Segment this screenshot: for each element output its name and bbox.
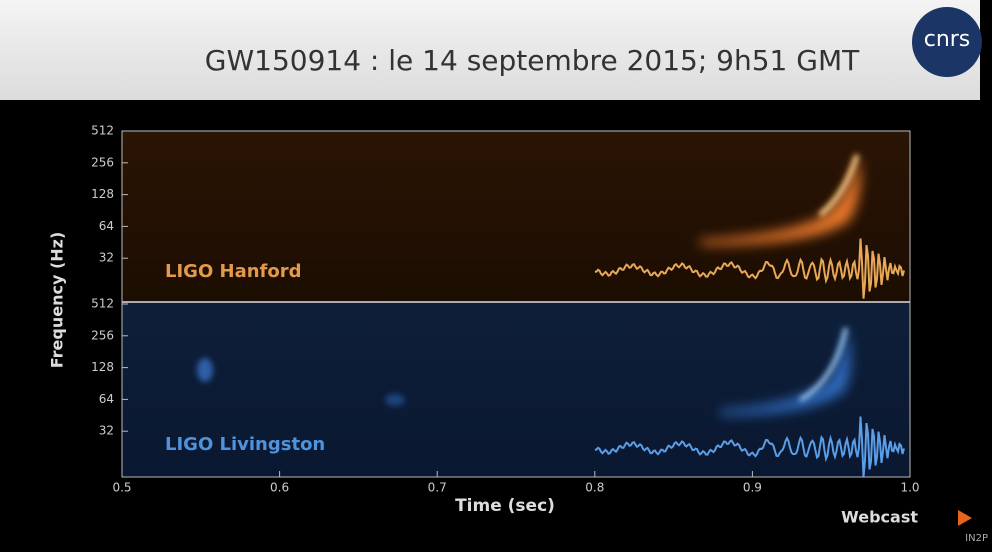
- watermark-icon: [958, 510, 972, 526]
- logo-text: cnrs: [924, 27, 971, 52]
- hanford-spectrogram: [122, 131, 910, 302]
- y-tick-label: 64: [99, 219, 114, 233]
- y-tick-label: 256: [91, 155, 114, 169]
- y-tick-label: 512: [91, 124, 114, 138]
- x-tick-label: 0.5: [112, 481, 131, 495]
- noise-blob: [197, 358, 213, 382]
- livingston-chirp: [720, 325, 851, 415]
- panel-label: LIGO Hanford: [165, 261, 302, 282]
- slide-title: GW150914 : le 14 septembre 2015; 9h51 GM…: [205, 44, 860, 77]
- y-tick-label: 128: [91, 360, 114, 374]
- y-tick-label: 32: [99, 424, 114, 438]
- watermark-sub: IN2P: [965, 533, 988, 544]
- hanford-waveform: [594, 238, 905, 299]
- y-tick-label: 256: [91, 328, 114, 342]
- x-axis-label: Time (sec): [455, 496, 555, 516]
- x-tick-label: 0.6: [270, 481, 289, 495]
- y-tick-label: 64: [99, 392, 114, 406]
- livingston-spectrogram: [122, 302, 910, 477]
- y-tick-label: 128: [91, 187, 114, 201]
- livingston-waveform: [594, 416, 905, 477]
- x-tick-label: 0.7: [428, 481, 447, 495]
- y-axis-label: Frequency (Hz): [48, 232, 67, 369]
- panel-label: LIGO Livingston: [165, 434, 325, 455]
- logo: [912, 7, 982, 77]
- hanford-chirp: [700, 155, 861, 245]
- y-tick-label: 512: [91, 297, 114, 311]
- title-band: [0, 0, 980, 100]
- x-tick-label: 0.8: [585, 481, 604, 495]
- x-tick-label: 1.0: [900, 481, 919, 495]
- livingston-chirp-core: [798, 327, 848, 402]
- hanford-chirp-core: [818, 154, 860, 217]
- ticks: 0.5 0.6 0.7 0.8 0.9 1.0 512 256 128 64 32 512 256 128…: [91, 124, 919, 495]
- watermark-brand: Webcast: [841, 508, 918, 527]
- x-tick-label: 0.9: [743, 481, 762, 495]
- y-tick-label: 32: [99, 251, 114, 265]
- noise-blob: [385, 394, 405, 406]
